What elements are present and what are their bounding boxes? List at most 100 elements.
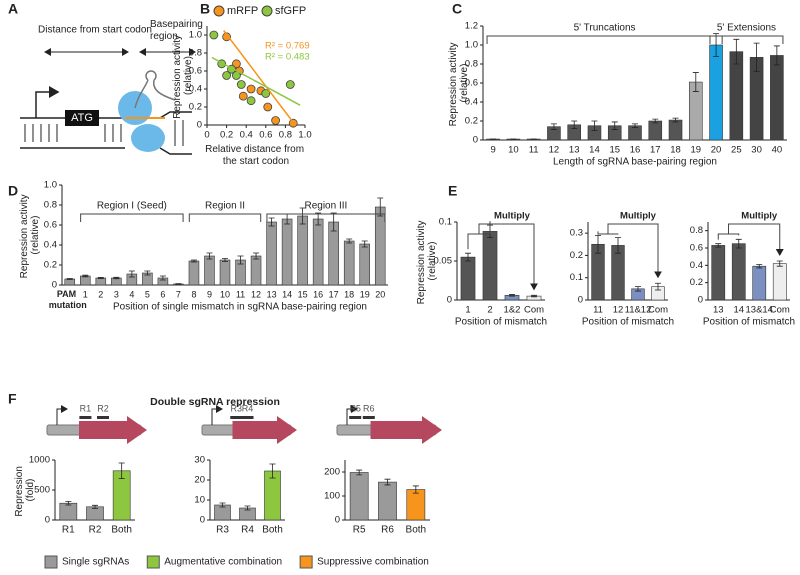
y-tick-label: 1.0 <box>189 30 202 41</box>
x-tick-label: 18 <box>670 145 681 156</box>
legend-label: Augmentative combination <box>164 557 282 568</box>
x-tick-label: R2 <box>89 525 102 536</box>
x-tick-label: 10 <box>220 289 230 299</box>
x-tick-label: Both <box>406 525 427 536</box>
bar <box>59 502 78 521</box>
scatter-point <box>222 32 232 42</box>
y-tick-label: 0.4 <box>690 260 703 271</box>
legend-marker <box>213 5 225 17</box>
scatter-point <box>236 80 246 89</box>
scatter-point <box>246 84 256 94</box>
x-tick-label: 12 <box>613 305 624 316</box>
x-tick-label: Com <box>770 305 790 316</box>
y-tick-label: 500 <box>34 485 50 496</box>
y-tick-label: 0.2 <box>189 102 202 113</box>
scatter-point <box>271 116 281 125</box>
x-tick-label: 11 <box>529 145 539 156</box>
error-bar <box>773 45 780 66</box>
error-bar <box>315 212 322 226</box>
x-tick-label: 1 <box>465 305 470 316</box>
error-bar <box>550 123 557 130</box>
bar <box>668 119 683 141</box>
error-bar <box>190 259 197 263</box>
promoter-arrow <box>56 405 68 425</box>
x-tick-label: 20 <box>375 289 385 299</box>
error-bar <box>346 238 353 244</box>
error-bar <box>715 243 722 248</box>
error-bar <box>237 255 244 265</box>
x-tick-label: 13 <box>569 145 580 156</box>
x-tick-label: 13 <box>267 289 277 299</box>
y-tick-label: 100 <box>324 491 340 502</box>
error-bar <box>128 270 135 278</box>
error-bar <box>571 120 578 129</box>
x-tick-label: 11 <box>593 305 603 316</box>
x-axis-label: Length of sgRNA base-pairing region <box>553 157 717 168</box>
gene-arrow <box>79 416 147 444</box>
error-bar <box>635 286 641 292</box>
bar <box>770 55 784 141</box>
multiply-label: Multiply <box>494 211 531 222</box>
bar <box>711 245 726 301</box>
bar <box>343 240 355 286</box>
scatter-point <box>209 30 219 40</box>
x-tick-label: 11&12 <box>625 305 652 316</box>
panel-label: B <box>200 1 210 17</box>
bar <box>312 218 324 286</box>
bar <box>86 506 104 521</box>
sgrna-label: R5 <box>349 403 361 413</box>
y-tick-label: 0 <box>473 135 478 146</box>
x-tick-label: 20 <box>711 145 722 156</box>
x-tick-label: 15 <box>609 145 620 156</box>
x-tick-label: 5 <box>145 289 150 299</box>
x-tick-label: R5 <box>353 525 366 536</box>
error-bar <box>356 469 363 476</box>
y-tick-label: 10 <box>194 495 205 506</box>
x-tick-label: 14 <box>733 305 744 316</box>
y-tick-label: 1.2 <box>465 21 478 32</box>
fit-annotation: R² = 0.483 <box>265 52 310 63</box>
scatter-point <box>261 89 271 98</box>
gene-arrow <box>370 416 442 444</box>
sgrna-label: R4 <box>242 403 254 413</box>
error-bar <box>713 33 720 57</box>
sgrna-site <box>362 416 375 419</box>
scatter-point <box>238 91 248 101</box>
error-bar <box>92 504 98 509</box>
legend-label: Single sgRNAs <box>62 557 129 568</box>
x-tick-label: Com <box>648 305 668 316</box>
atg-box <box>65 110 99 126</box>
x-tick-label: 7 <box>176 289 181 299</box>
x-tick-label: 0.2 <box>220 130 233 141</box>
error-bar <box>733 38 740 65</box>
bar <box>281 218 293 286</box>
x-tick-label: 25 <box>731 145 742 156</box>
panel-label: E <box>448 183 457 199</box>
error-bar <box>175 283 182 285</box>
error-bar <box>384 478 391 486</box>
sgrna-label: R6 <box>363 403 375 413</box>
legend-label: Suppressive combination <box>317 557 429 568</box>
x-tick-label: 16 <box>630 145 641 156</box>
y-axis-label: Repression activity (relative) <box>448 40 470 127</box>
bracket-label: 5' Truncations <box>574 23 636 34</box>
x-tick-label: 0.8 <box>279 130 292 141</box>
error-bar <box>97 277 104 279</box>
legend-label: sfGFP <box>275 5 306 17</box>
error-bar <box>269 463 276 479</box>
bracket <box>709 35 784 44</box>
error-bar <box>591 120 598 131</box>
x-tick-label: 2 <box>487 305 492 316</box>
x-tick-label: 16 <box>313 289 323 299</box>
sgrna-site <box>97 416 109 419</box>
bar <box>219 259 231 286</box>
error-bar <box>268 217 275 227</box>
error-bar <box>692 72 699 92</box>
x-axis-label: Position of single mismatch in sgRNA bas… <box>113 302 367 313</box>
sgrna-site <box>230 416 243 419</box>
y-tick-label: 0 <box>578 295 583 306</box>
bar <box>359 243 370 286</box>
error-bar <box>66 278 73 280</box>
fit-line <box>223 30 296 126</box>
